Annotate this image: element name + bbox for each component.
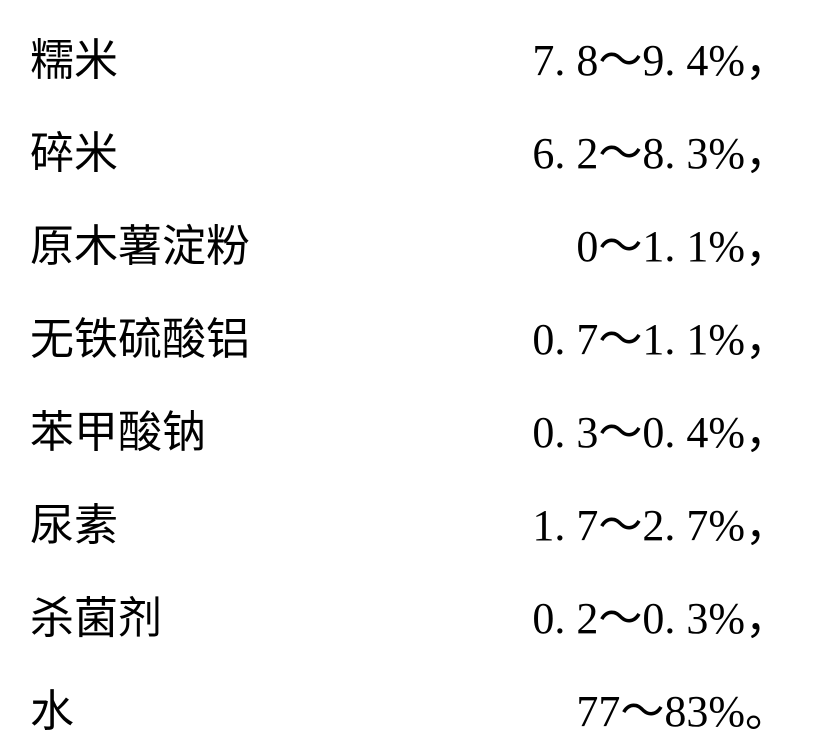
ingredient-label: 原木薯淀粉	[0, 210, 250, 274]
ingredient-label: 水	[0, 675, 74, 739]
ingredient-label: 杀菌剂	[0, 582, 162, 646]
table-row: 苯甲酸钠 0. 3～0. 4%，	[0, 396, 819, 460]
table-row: 糯米 7. 8～9. 4%，	[0, 24, 819, 88]
ingredient-value: 0. 2～0. 3%，	[532, 582, 819, 646]
table-row: 无铁硫酸铝 0. 7～1. 1%，	[0, 303, 819, 367]
table-row: 水 77～83%。	[0, 675, 819, 739]
ingredient-label: 糯米	[0, 24, 118, 88]
table-row: 尿素 1. 7～2. 7%，	[0, 489, 819, 553]
ingredient-label: 碎米	[0, 117, 118, 181]
table-row: 碎米 6. 2～8. 3%，	[0, 117, 819, 181]
ingredient-value: 0. 3～0. 4%，	[532, 396, 819, 460]
ingredient-value: 7. 8～9. 4%，	[532, 24, 819, 88]
ingredient-value: 0～1. 1%，	[576, 210, 819, 274]
table-row: 原木薯淀粉 0～1. 1%，	[0, 210, 819, 274]
ingredient-label: 尿素	[0, 489, 118, 553]
ingredient-label: 苯甲酸钠	[0, 396, 206, 460]
ingredient-list: 糯米 7. 8～9. 4%， 碎米 6. 2～8. 3%， 原木薯淀粉 0～1.…	[0, 0, 819, 755]
ingredient-value: 6. 2～8. 3%，	[532, 117, 819, 181]
ingredient-value: 0. 7～1. 1%，	[532, 303, 819, 367]
table-row: 杀菌剂 0. 2～0. 3%，	[0, 582, 819, 646]
ingredient-label: 无铁硫酸铝	[0, 303, 250, 367]
ingredient-value: 77～83%。	[576, 675, 819, 739]
ingredient-value: 1. 7～2. 7%，	[532, 489, 819, 553]
